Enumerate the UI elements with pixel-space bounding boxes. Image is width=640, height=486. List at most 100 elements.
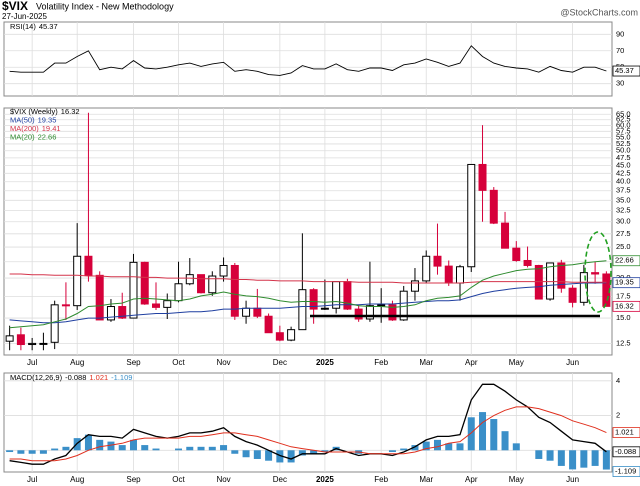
histogram-bar [141, 445, 149, 451]
candle-body [50, 304, 59, 343]
legend-name: MACD(12,26,9) [10, 373, 63, 382]
x-tick-label: Aug [70, 475, 84, 484]
x-tick-label: Jun [566, 475, 579, 484]
value-box [612, 446, 640, 458]
histogram-bar [84, 434, 92, 451]
candle-body [28, 342, 37, 346]
histogram-bar [321, 450, 329, 453]
candle-body [230, 264, 239, 317]
candle-body [73, 255, 82, 307]
candle-body [197, 274, 206, 294]
date: 27-Jun-2025 [2, 12, 47, 21]
candle-body [422, 255, 431, 282]
histogram-bar [479, 412, 487, 451]
y-tick-label: 30 [616, 79, 624, 88]
candle-body [433, 255, 442, 267]
x-tick-label: Oct [172, 358, 185, 367]
candle-body [489, 189, 498, 224]
legend-value: -0.088 [65, 373, 86, 382]
legend-value: -1.109 [111, 373, 132, 382]
histogram-bar [433, 439, 441, 451]
histogram-bar [310, 450, 318, 454]
candle-body [388, 304, 397, 321]
histogram-bar [175, 448, 183, 451]
histogram-bar [231, 450, 239, 454]
legend-entry: RSI(14) 45.37 [10, 22, 58, 31]
y-tick-label: 12.5 [616, 338, 631, 347]
rsi-line [9, 45, 607, 76]
legend-value: 16.32 [61, 107, 80, 116]
value-box [612, 427, 640, 438]
y-tick-label: 50.0 [616, 146, 631, 155]
y-tick-label: 60.0 [616, 120, 631, 129]
histogram-bar [253, 450, 261, 459]
value-box [612, 255, 640, 267]
histogram-bar [6, 450, 14, 453]
y-tick-label: 4 [616, 376, 620, 385]
candle-body [253, 307, 262, 317]
y-tick-label: 15.0 [616, 313, 631, 322]
histogram-bar [400, 448, 408, 451]
candle-body [84, 255, 93, 276]
value-box-label: -1.109 [615, 467, 636, 476]
candle-body [568, 287, 577, 303]
histogram-bar [546, 450, 554, 461]
x-tick-label: Sep [126, 358, 141, 367]
histogram-bar [388, 450, 396, 453]
legend-name: MA(200) [10, 124, 39, 133]
x-tick-label: Sep [126, 475, 141, 484]
candle-body [579, 272, 588, 303]
candle-body [208, 275, 217, 294]
y-tick-label: 37.5 [616, 186, 631, 195]
histogram-bar [456, 443, 464, 451]
moving-average [9, 282, 607, 324]
histogram-bar [28, 450, 36, 454]
histogram-bar [265, 450, 273, 461]
x-tick-label: Jun [566, 358, 579, 367]
histogram-bar [107, 441, 115, 451]
candle-body [512, 247, 521, 261]
x-tick-label: Apr [465, 475, 478, 484]
x-tick-label: Jul [27, 358, 37, 367]
y-tick-label: 35.0 [616, 195, 631, 204]
x-tick-label: Nov [216, 475, 230, 484]
candle-body [5, 335, 14, 342]
candle-body [501, 222, 510, 249]
candle-body [185, 274, 194, 285]
y-tick-label: 25.0 [616, 242, 631, 251]
candle-body [467, 163, 476, 268]
candle-body [309, 289, 318, 310]
x-tick-label: May [509, 475, 524, 484]
legend-value: 19.35 [38, 115, 57, 124]
histogram-bar [129, 439, 137, 451]
panel-frame [3, 372, 613, 473]
candle-body [456, 266, 464, 284]
candle-body [242, 307, 251, 317]
x-tick-label: Dec [273, 358, 287, 367]
x-tick-label: Mar [419, 358, 433, 367]
legend-entry: MA(50) 19.35 [10, 115, 56, 124]
candle-body [219, 264, 228, 277]
plots: 30507090RSI(14)45.3745.3712.515.017.520.… [3, 21, 640, 484]
macd-line [9, 383, 607, 465]
histogram-bar [152, 448, 160, 451]
candle-body [298, 289, 307, 331]
y-tick-label: 2 [616, 411, 620, 420]
histogram-bar [445, 443, 453, 451]
histogram-bar [62, 446, 70, 451]
candle-body [264, 315, 273, 334]
x-tick-label: Jul [27, 475, 37, 484]
value-box [612, 300, 640, 312]
x-tick-label: Feb [374, 475, 388, 484]
candle-body [523, 259, 532, 266]
value-box [612, 466, 640, 477]
candle-body [546, 262, 555, 300]
y-tick-label: 42.5 [616, 168, 631, 177]
candle-body [275, 332, 284, 341]
candle-body [140, 261, 149, 305]
histogram-bar [512, 443, 520, 451]
value-box-label: -0.088 [615, 447, 636, 456]
histogram-bar [39, 450, 47, 454]
moving-average [9, 273, 607, 284]
histogram-bar [467, 417, 475, 451]
